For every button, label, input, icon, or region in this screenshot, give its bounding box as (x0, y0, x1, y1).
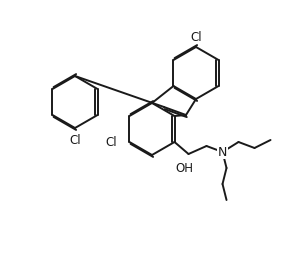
Text: Cl: Cl (106, 136, 118, 149)
Text: OH: OH (176, 162, 193, 175)
Text: N: N (218, 146, 227, 159)
Text: Cl: Cl (190, 30, 202, 43)
Text: Cl: Cl (69, 133, 81, 146)
